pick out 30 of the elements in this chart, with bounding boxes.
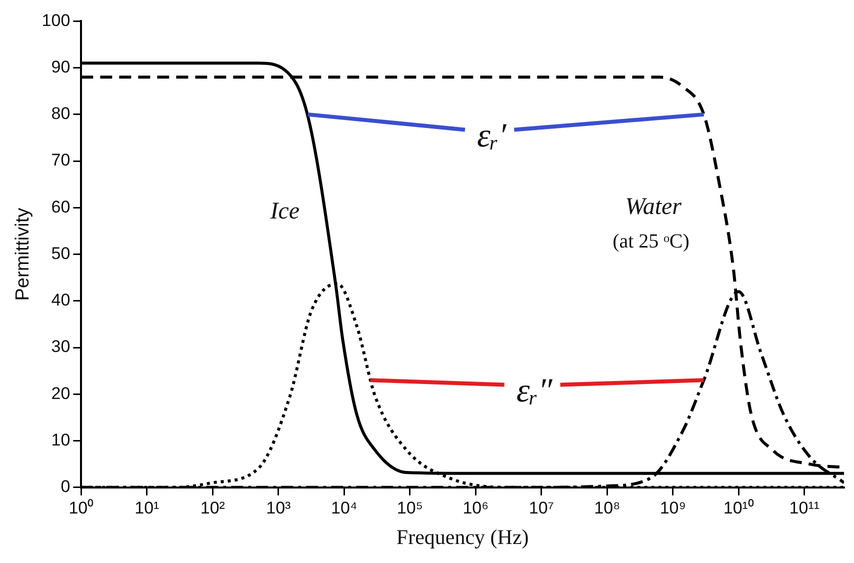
x-tick-label: 10⁰ bbox=[68, 498, 94, 518]
y-tick-label: 10 bbox=[51, 430, 70, 450]
x-tick-label: 10³ bbox=[266, 498, 292, 518]
y-tick-label: 30 bbox=[51, 337, 70, 356]
x-tick-label: 10⁸ bbox=[594, 498, 620, 518]
y-tick-label: 40 bbox=[51, 290, 70, 310]
x-tick-label: 10⁹ bbox=[660, 498, 686, 518]
x-tick-label: 10¹⁰ bbox=[723, 498, 754, 518]
x-tick-label: 10¹ bbox=[134, 498, 160, 518]
annotation: εᵣ′ bbox=[476, 118, 507, 155]
y-tick-label: 70 bbox=[51, 150, 70, 170]
annotation: Water bbox=[625, 194, 682, 220]
y-tick-label: 60 bbox=[51, 197, 70, 216]
y-axis-title: Permittivity bbox=[12, 207, 34, 301]
annotation: εᵣ″ bbox=[516, 372, 554, 410]
y-tick-label: 0 bbox=[60, 477, 70, 496]
annotation: Ice bbox=[269, 198, 300, 225]
y-tick-label: 20 bbox=[51, 384, 70, 403]
x-tick-label: 10⁷ bbox=[528, 498, 554, 518]
annotation: (at 25 ᵒC) bbox=[612, 230, 690, 252]
x-tick-label: 10⁵ bbox=[396, 498, 423, 518]
x-tick-label: 10² bbox=[200, 498, 226, 518]
x-axis-title: Frequency (Hz) bbox=[396, 524, 529, 549]
x-tick-label: 10⁶ bbox=[462, 498, 489, 518]
y-tick-label: 50 bbox=[51, 244, 70, 263]
y-tick-label: 100 bbox=[42, 10, 70, 30]
x-tick-label: 10¹¹ bbox=[789, 498, 820, 518]
y-tick-label: 90 bbox=[51, 58, 70, 77]
x-tick-label: 10⁴ bbox=[331, 498, 358, 518]
y-tick-label: 80 bbox=[51, 104, 70, 124]
